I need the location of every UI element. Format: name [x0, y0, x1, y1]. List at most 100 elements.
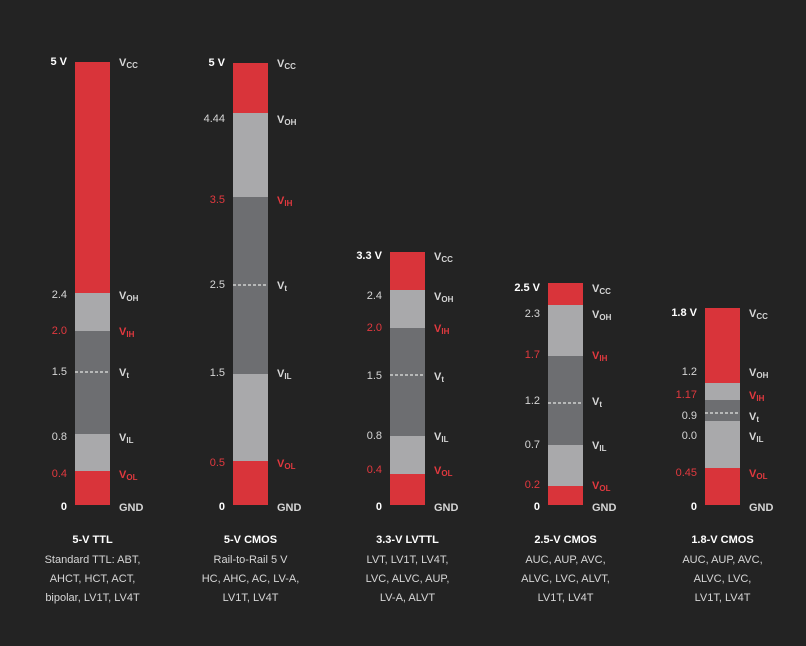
level-value: 2.4	[52, 289, 67, 301]
signal-subscript: IH	[284, 199, 292, 208]
level-value: 4.44	[204, 113, 225, 125]
level-value: 2.3	[525, 308, 540, 320]
level-value: 2.5	[210, 279, 225, 291]
signal-name: V	[434, 371, 442, 383]
signal-label: VOL	[434, 465, 453, 478]
signal-name: V	[119, 290, 127, 302]
signal-subscript: CC	[126, 61, 138, 70]
level-value: 2.5 V	[514, 282, 540, 294]
signal-name: V	[119, 57, 127, 69]
level-value: 0.7	[525, 439, 540, 451]
signal-label: GND	[749, 502, 774, 514]
level-band	[705, 400, 740, 421]
signal-label: GND	[434, 502, 459, 514]
signal-subscript: OH	[284, 118, 296, 127]
signal-subscript: IH	[599, 354, 607, 363]
level-value: 0.9	[682, 410, 697, 422]
signal-label: VOL	[749, 468, 768, 481]
level-value: 5 V	[208, 57, 225, 69]
signal-subscript: CC	[756, 312, 768, 321]
signal-subscript: IH	[126, 330, 134, 339]
signal-subscript: IH	[441, 327, 449, 336]
column-description: HC, AHC, AC, LV-A,	[202, 573, 300, 585]
signal-subscript: IL	[284, 372, 291, 381]
column-description: LVC, ALVC, AUP,	[366, 573, 450, 585]
signal-subscript: t	[284, 284, 287, 293]
level-band	[548, 356, 583, 445]
signal-subscript: t	[441, 375, 444, 384]
signal-label: VCC	[749, 308, 768, 321]
signal-label: VOH	[749, 367, 769, 380]
level-value: 2.4	[367, 290, 382, 302]
signal-label: VIH	[277, 195, 293, 208]
signal-name: V	[749, 367, 757, 379]
level-band	[75, 293, 110, 331]
level-value: 2.0	[52, 325, 67, 337]
signal-label: VOH	[434, 291, 454, 304]
signal-name: V	[592, 396, 600, 408]
level-band	[705, 383, 740, 400]
level-value: 1.17	[676, 389, 697, 401]
level-band	[705, 468, 740, 505]
level-band	[548, 305, 583, 356]
signal-label: Vt	[434, 371, 444, 384]
signal-subscript: OL	[441, 469, 452, 478]
level-band	[548, 283, 583, 305]
signal-name: V	[119, 367, 127, 379]
column-title: 5-V TTL	[72, 534, 113, 546]
signal-subscript: OL	[599, 484, 610, 493]
signal-label: Vt	[592, 396, 602, 409]
signal-subscript: IH	[756, 394, 764, 403]
column-description: Standard TTL: ABT,	[45, 554, 141, 566]
signal-name: V	[119, 326, 127, 338]
signal-subscript: OH	[599, 313, 611, 322]
signal-label: VIL	[277, 368, 292, 381]
signal-name: GND	[277, 502, 302, 514]
level-band	[233, 374, 268, 461]
column-description: AUC, AUP, AVC,	[525, 554, 605, 566]
signal-name: V	[592, 440, 600, 452]
signal-name: V	[277, 114, 285, 126]
signal-name: V	[434, 291, 442, 303]
signal-label: VIH	[592, 350, 608, 363]
column-description: ALVC, LVC, ALVT,	[521, 573, 610, 585]
level-band	[548, 486, 583, 505]
level-band	[75, 331, 110, 434]
level-band	[233, 461, 268, 505]
signal-name: V	[749, 390, 757, 402]
signal-name: GND	[592, 502, 617, 514]
level-value: 1.7	[525, 349, 540, 361]
signal-name: V	[749, 308, 757, 320]
level-value: 1.5	[367, 370, 382, 382]
signal-subscript: CC	[599, 287, 611, 296]
level-value: 0.0	[682, 430, 697, 442]
signal-subscript: IL	[599, 444, 606, 453]
column-title: 2.5-V CMOS	[534, 534, 596, 546]
column-description: LV1T, LV4T	[695, 592, 751, 604]
signal-label: VCC	[119, 57, 138, 70]
signal-label: VIL	[119, 432, 134, 445]
signal-subscript: CC	[441, 255, 453, 264]
signal-label: VCC	[592, 283, 611, 296]
column-description: LV-A, ALVT	[380, 592, 436, 604]
signal-name: V	[434, 251, 442, 263]
signal-subscript: OL	[126, 473, 137, 482]
level-value: 0.45	[676, 467, 697, 479]
signal-subscript: CC	[284, 62, 296, 71]
level-value: 0.5	[210, 457, 225, 469]
level-band	[75, 62, 110, 293]
signal-label: VOL	[277, 458, 296, 471]
signal-label: VIL	[749, 431, 764, 444]
signal-subscript: OH	[126, 294, 138, 303]
signal-label: VCC	[277, 58, 296, 71]
level-value: 0	[691, 501, 697, 513]
signal-name: V	[277, 58, 285, 70]
signal-label: VCC	[434, 251, 453, 264]
level-value: 3.3 V	[356, 250, 382, 262]
signal-name: GND	[434, 502, 459, 514]
signal-label: VOL	[592, 480, 611, 493]
signal-label: VIH	[749, 390, 765, 403]
level-value: 0.4	[367, 464, 382, 476]
signal-name: V	[119, 469, 127, 481]
